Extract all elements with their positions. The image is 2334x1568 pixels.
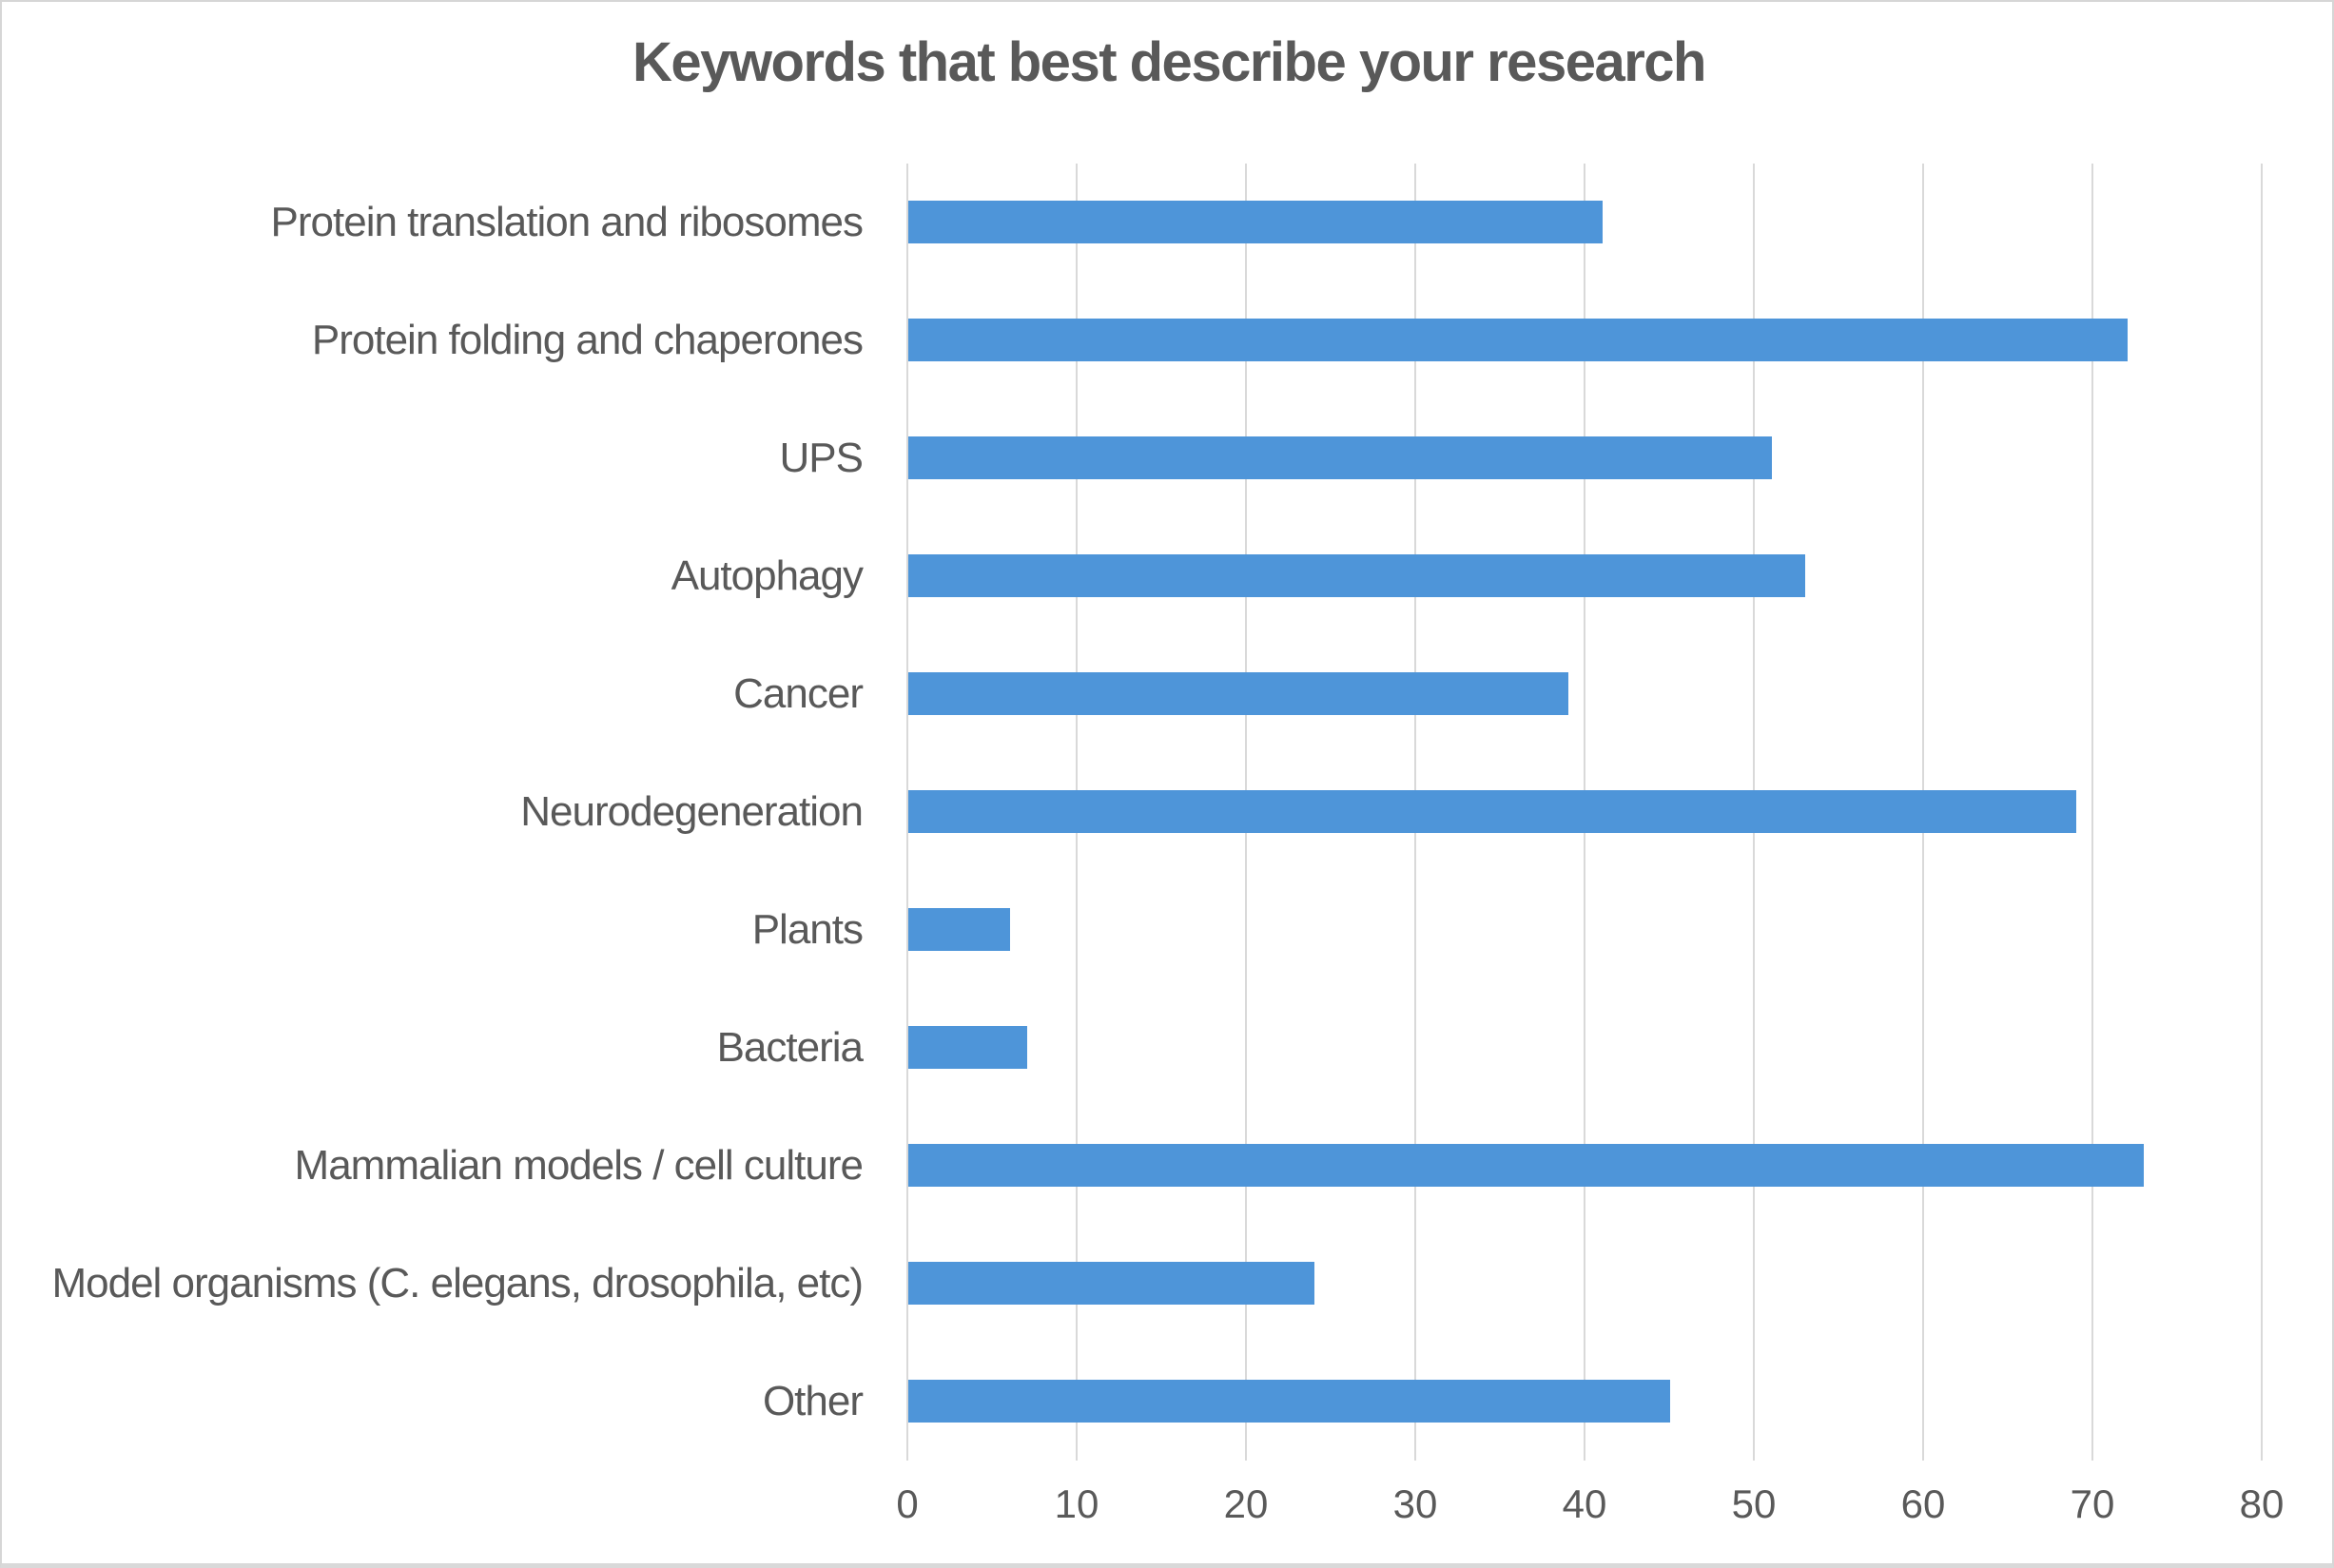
- bar-row: [906, 281, 2263, 399]
- bar: [908, 1144, 2145, 1187]
- x-tick-label: 30: [1392, 1481, 1438, 1526]
- bar: [908, 436, 1772, 479]
- bar-row: [906, 164, 2263, 281]
- x-tick-label: 0: [896, 1481, 919, 1526]
- bar: [908, 319, 2128, 361]
- bar-row: [906, 1107, 2263, 1225]
- bar-row: [906, 1343, 2263, 1461]
- category-label: Neurodegeneration: [520, 788, 864, 835]
- bar-row: [906, 753, 2263, 871]
- gridline-x-0: [906, 164, 908, 1461]
- category-label: Protein folding and chaperones: [311, 317, 864, 363]
- x-tick-label: 80: [2239, 1481, 2285, 1526]
- x-tick-label: 50: [1731, 1481, 1777, 1526]
- bar: [908, 201, 1603, 243]
- category-label: Protein translation and ribosomes: [270, 199, 864, 245]
- bar: [908, 554, 1806, 597]
- bar-row: [906, 871, 2263, 989]
- category-label: UPS: [779, 435, 864, 481]
- x-tick-label: 70: [2070, 1481, 2115, 1526]
- category-label: Plants: [751, 906, 864, 953]
- bar: [908, 1262, 1315, 1305]
- gridline-x-80: [2261, 164, 2263, 1461]
- x-tick-label: 40: [1562, 1481, 1607, 1526]
- chart-title: Keywords that best describe your researc…: [632, 31, 1706, 93]
- category-label: Autophagy: [671, 552, 864, 599]
- category-label: Mammalian models / cell culture: [294, 1142, 864, 1189]
- x-tick-label: 60: [1900, 1481, 1946, 1526]
- category-label: Model organisms (C. elegans, drosophila,…: [51, 1260, 864, 1307]
- bar: [908, 672, 1569, 715]
- bar: [908, 1380, 1670, 1423]
- bar-row: [906, 1225, 2263, 1343]
- bar: [908, 790, 2077, 833]
- category-label: Cancer: [733, 670, 864, 717]
- x-tick-label: 20: [1223, 1481, 1269, 1526]
- bar-row: [906, 989, 2263, 1107]
- category-label: Other: [762, 1378, 864, 1424]
- plot-area: [906, 164, 2263, 1461]
- bar: [908, 1026, 1027, 1069]
- category-label: Bacteria: [716, 1024, 864, 1071]
- bar: [908, 908, 1010, 951]
- bar-row: [906, 635, 2263, 753]
- x-tick-label: 10: [1054, 1481, 1099, 1526]
- bar-row: [906, 399, 2263, 517]
- bar-row: [906, 517, 2263, 635]
- gridline-x-70: [2091, 164, 2093, 1461]
